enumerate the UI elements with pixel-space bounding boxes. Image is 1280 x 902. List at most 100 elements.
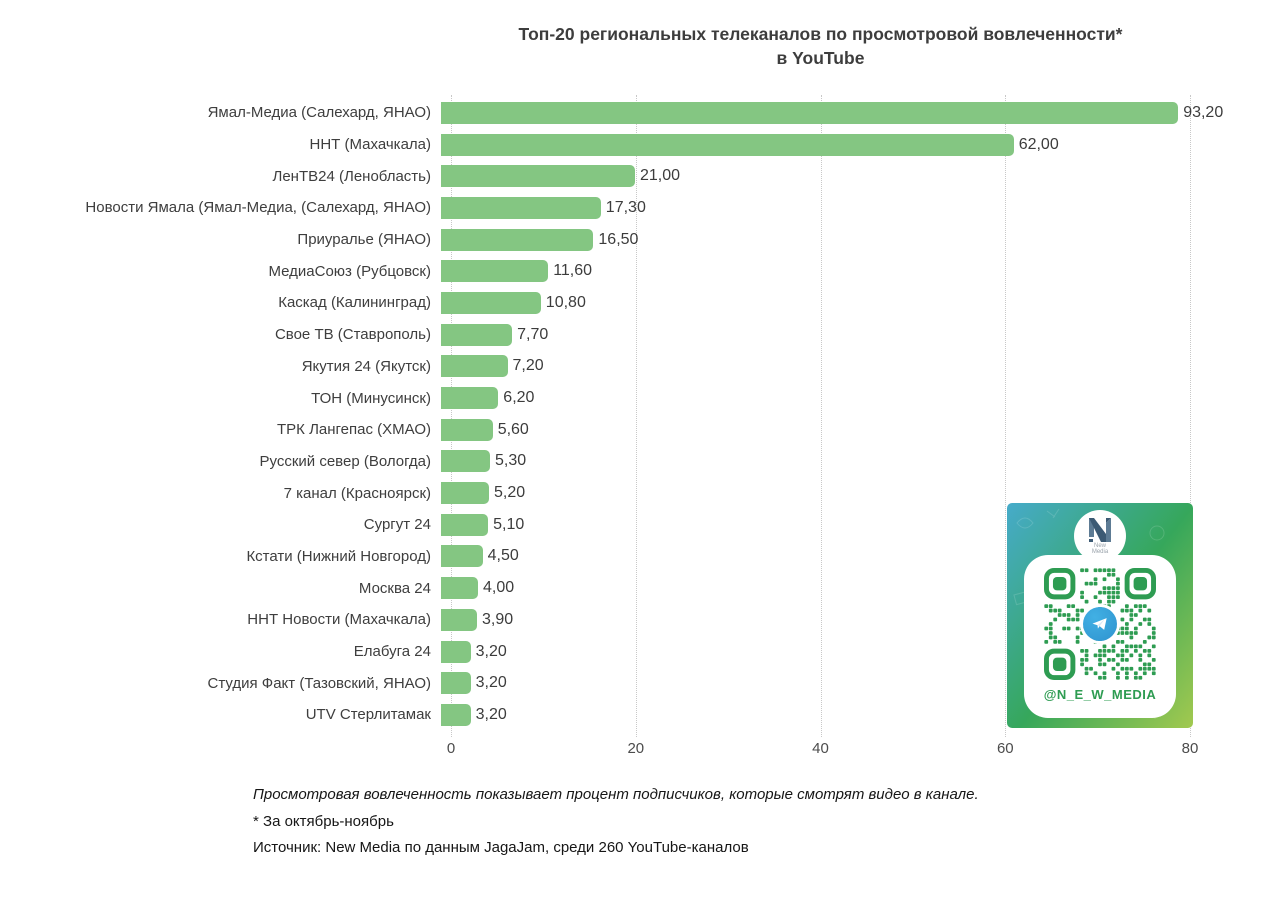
- bar-row: Свое ТВ (Ставрополь) 7,70: [0, 319, 1250, 351]
- bar: [441, 703, 471, 726]
- bar-row: Студия Факт (Тазовский, ЯНАО) 3,20: [0, 667, 1250, 699]
- bar-row: Сургут 24 5,10: [0, 509, 1250, 541]
- bar-track: 3,90: [441, 608, 1180, 631]
- x-tick-label: 80: [1181, 740, 1199, 757]
- bar-row: ТРК Лангепас (ХМАО) 5,60: [0, 414, 1250, 446]
- footnotes: Просмотровая вовлеченность показывает пр…: [253, 782, 1053, 862]
- bar-value-label: 7,70: [517, 325, 549, 343]
- bar: [441, 228, 594, 251]
- new-media-logo-text: New Media: [1091, 542, 1109, 555]
- bar: [441, 418, 493, 441]
- channel-label: Русский север (Вологда): [259, 452, 431, 470]
- bar-track: 21,00: [441, 165, 1180, 188]
- channel-label: Елабуга 24: [353, 643, 431, 661]
- bar-track: 5,30: [441, 450, 1180, 473]
- channel-label: ННТ Новости (Махачкала): [247, 611, 431, 629]
- bar: [441, 355, 508, 378]
- bar-row: Русский север (Вологда) 5,30: [0, 446, 1250, 478]
- chart-title-line2: в YouTube: [776, 48, 865, 68]
- qr-modules: [1044, 568, 1156, 680]
- qr-panel: @N_E_W_MEDIA: [1024, 555, 1176, 718]
- channel-label: Новости Ямала (Ямал-Медиа, (Салехард, ЯН…: [85, 199, 431, 217]
- gridline: [1190, 95, 1191, 737]
- new-media-n-icon: [1089, 517, 1111, 542]
- bar-value-label: 93,20: [1183, 103, 1224, 121]
- bar-row: Якутия 24 (Якутск) 7,20: [0, 351, 1250, 383]
- telegram-handle: @N_E_W_MEDIA: [1043, 687, 1157, 702]
- channel-label: 7 канал (Красноярск): [283, 484, 431, 502]
- bar-row: Ямал-Медиа (Салехард, ЯНАО) 93,20: [0, 97, 1250, 129]
- gridline: [451, 95, 452, 737]
- bar-value-label: 7,20: [512, 357, 544, 375]
- bar-row: Елабуга 24 3,20: [0, 636, 1250, 668]
- bar-value-label: 62,00: [1018, 135, 1059, 153]
- bar-row: ННТ (Махачкала) 62,00: [0, 129, 1250, 161]
- plot-gridlines: [451, 95, 1191, 737]
- channel-label: Каскад (Калининград): [278, 294, 431, 312]
- x-tick-label: 40: [812, 740, 829, 757]
- bar-value-label: 3,90: [482, 610, 514, 628]
- channel-label: Якутия 24 (Якутск): [301, 357, 431, 375]
- footnote-period: * За октябрь-ноябрь: [253, 812, 394, 830]
- bar-track: 5,10: [441, 513, 1180, 536]
- bar-value-label: 16,50: [598, 230, 639, 248]
- bar-track: 3,20: [441, 703, 1180, 726]
- bar-value-label: 21,00: [640, 167, 681, 185]
- bar-track: 4,00: [441, 577, 1180, 600]
- qr-code: [1044, 568, 1156, 680]
- bar: [441, 101, 1179, 124]
- gridline: [820, 95, 822, 737]
- bar-track: 5,60: [441, 418, 1180, 441]
- bar: [441, 165, 635, 188]
- bar-track: 6,20: [441, 387, 1180, 410]
- bar-value-label: 5,10: [493, 515, 525, 533]
- bar-track: 7,70: [441, 323, 1180, 346]
- bar-row: Приуралье (ЯНАО) 16,50: [0, 224, 1250, 256]
- bar: [441, 545, 483, 568]
- chart-title: Топ-20 региональных телеканалов по просм…: [451, 22, 1190, 70]
- channel-label: Студия Факт (Тазовский, ЯНАО): [207, 674, 431, 692]
- bar: [441, 450, 490, 473]
- bar-value-label: 5,30: [495, 452, 527, 470]
- bar: [441, 323, 513, 346]
- bar: [441, 640, 471, 663]
- gridline: [1005, 95, 1007, 737]
- bar: [441, 577, 478, 600]
- bar: [441, 672, 471, 695]
- bar-value-label: 17,30: [605, 198, 646, 216]
- bar-value-label: 5,60: [497, 420, 529, 438]
- bar: [441, 260, 549, 283]
- x-tick-label: 20: [627, 740, 645, 757]
- bar-value-label: 3,20: [475, 642, 507, 660]
- bar-track: 3,20: [441, 640, 1180, 663]
- bar-row: МедиаСоюз (Рубцовск) 11,60: [0, 255, 1250, 287]
- bar-row: Москва 24 4,00: [0, 572, 1250, 604]
- channel-label: Кстати (Нижний Новгород): [246, 547, 431, 565]
- bar-value-label: 5,20: [494, 484, 526, 502]
- bar-rows: Ямал-Медиа (Салехард, ЯНАО) 93,20 ННТ (М…: [0, 97, 1250, 731]
- footnote-definition: Просмотровая вовлеченность показывает пр…: [253, 786, 979, 803]
- bar-row: ТОН (Минусинск) 6,20: [0, 382, 1250, 414]
- bar-row: ЛенТВ24 (Ленобласть) 21,00: [0, 160, 1250, 192]
- channel-label: Сургут 24: [363, 516, 431, 534]
- bar-value-label: 11,60: [553, 262, 593, 280]
- footnote-source: Источник: New Media по данным JagaJam, с…: [253, 839, 749, 856]
- bar-track: 5,20: [441, 482, 1180, 505]
- bar-track: 3,20: [441, 672, 1180, 695]
- bar: [441, 387, 499, 410]
- bar-value-label: 3,20: [475, 674, 507, 692]
- bar-track: 4,50: [441, 545, 1180, 568]
- bar: [441, 133, 1014, 156]
- x-tick-label: 0: [446, 740, 456, 757]
- bar-row: Кстати (Нижний Новгород) 4,50: [0, 541, 1250, 573]
- x-tick-label: 60: [996, 740, 1014, 757]
- channel-label: ТОН (Минусинск): [311, 389, 431, 407]
- bar-track: 10,80: [441, 291, 1180, 314]
- channel-label: ЛенТВ24 (Ленобласть): [272, 167, 432, 185]
- bar-value-label: 3,20: [475, 705, 507, 723]
- chart-title-line1: Топ-20 региональных телеканалов по просм…: [518, 24, 1123, 44]
- bar: [441, 608, 477, 631]
- channel-label: ТРК Лангепас (ХМАО): [277, 421, 431, 439]
- bar-value-label: 4,00: [483, 579, 515, 597]
